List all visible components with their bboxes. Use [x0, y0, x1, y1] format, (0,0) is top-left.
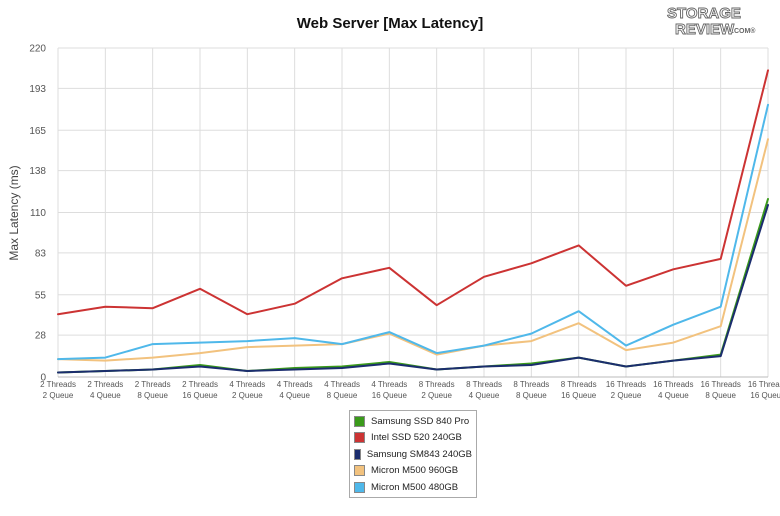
y-tick-label: 83	[35, 248, 47, 259]
x-tick-label-line: 4 Threads	[371, 380, 407, 389]
x-tick-label-line: 16 Threads	[606, 380, 646, 389]
x-tick-label: 4 Threads 4 Queue	[277, 380, 313, 400]
series-lines	[57, 69, 769, 374]
x-tick-label-line: 16 Queue	[750, 391, 780, 400]
legend-item: Samsung SM843 240GB	[354, 446, 472, 463]
legend-label: Samsung SM843 240GB	[366, 448, 472, 460]
legend: Samsung SSD 840 Pro Intel SSD 520 240GB …	[349, 410, 477, 498]
x-tick-label-line: 2 Threads	[87, 380, 123, 389]
y-tick-label: 165	[29, 126, 46, 137]
storagereview-logo: STORAGE REVIEW .COM®	[667, 5, 757, 39]
x-tick-label-line: 2 Threads	[40, 380, 76, 389]
x-tick-label-line: 4 Threads	[277, 380, 313, 389]
x-tick-label-line: 8 Queue	[516, 391, 547, 400]
x-tick-label-line: 16 Queue	[561, 391, 597, 400]
legend-item: Micron M500 960GB	[354, 463, 472, 480]
x-tick-label-line: 16 Threads	[748, 380, 780, 389]
grid-lines	[57, 47, 769, 378]
legend-item: Intel SSD 520 240GB	[354, 430, 472, 447]
y-tick-labels: 0 28 55 83 110 138 165 193 220	[29, 44, 46, 384]
series-line-1	[57, 69, 769, 316]
y-tick-label: 193	[29, 84, 46, 95]
series-line-4	[57, 103, 769, 361]
y-axis-label: Max Latency (ms)	[7, 165, 21, 260]
x-tick-label-line: 2 Queue	[611, 391, 642, 400]
legend-item: Micron M500 480GB	[354, 479, 472, 496]
x-tick-label: 2 Threads 8 Queue	[135, 380, 171, 400]
legend-swatch	[354, 448, 361, 460]
x-tick-label-line: 2 Queue	[232, 391, 263, 400]
x-tick-label: 8 Threads 8 Queue	[513, 380, 549, 400]
legend-swatch	[354, 415, 365, 427]
legend-item: Samsung SSD 840 Pro	[354, 413, 472, 430]
x-tick-label: 8 Threads 2 Queue	[419, 380, 455, 400]
y-tick-label: 220	[29, 44, 46, 55]
logo-line-1: STORAGE	[667, 5, 741, 22]
x-tick-label: 8 Threads 4 Queue	[466, 380, 502, 400]
x-tick-label-line: 2 Queue	[43, 391, 74, 400]
x-tick-label-line: 2 Threads	[135, 380, 171, 389]
x-tick-label-line: 8 Queue	[327, 391, 358, 400]
y-tick-label: 0	[40, 373, 46, 384]
x-tick-label-line: 8 Threads	[419, 380, 455, 389]
x-tick-label-line: 16 Threads	[701, 380, 741, 389]
x-tick-label-line: 8 Queue	[705, 391, 736, 400]
legend-label: Intel SSD 520 240GB	[371, 432, 462, 444]
x-tick-label: 8 Threads 16 Queue	[561, 380, 597, 400]
series-line-2	[57, 204, 769, 374]
x-tick-label-line: 16 Threads	[653, 380, 693, 389]
y-tick-label: 110	[30, 208, 46, 219]
y-tick-label: 28	[35, 331, 47, 342]
x-tick-label-line: 4 Queue	[658, 391, 689, 400]
x-tick-label: 4 Threads 8 Queue	[324, 380, 360, 400]
legend-label: Micron M500 480GB	[371, 481, 459, 493]
logo-suffix: .COM®	[732, 27, 756, 35]
x-tick-label-line: 16 Queue	[182, 391, 218, 400]
x-tick-label-line: 8 Threads	[561, 380, 597, 389]
x-tick-label-line: 16 Queue	[372, 391, 408, 400]
x-tick-label: 2 Threads 16 Queue	[182, 380, 218, 400]
x-tick-label-line: 4 Queue	[90, 391, 121, 400]
x-tick-label: 2 Threads 2 Queue	[40, 380, 76, 400]
legend-label: Samsung SSD 840 Pro	[371, 415, 470, 427]
x-tick-label-line: 4 Queue	[469, 391, 500, 400]
x-tick-label: 4 Threads 16 Queue	[371, 380, 407, 400]
x-tick-label: 16 Threads 4 Queue	[653, 380, 693, 400]
x-tick-label-line: 4 Threads	[324, 380, 360, 389]
x-tick-label: 2 Threads 4 Queue	[87, 380, 123, 400]
x-tick-label-line: 2 Queue	[421, 391, 452, 400]
x-tick-label-line: 4 Queue	[279, 391, 310, 400]
x-tick-label-line: 8 Threads	[513, 380, 549, 389]
x-tick-label: 16 Threads 16 Queue	[748, 380, 780, 400]
x-tick-label-line: 8 Threads	[466, 380, 502, 389]
y-tick-label: 55	[35, 290, 47, 301]
y-tick-label: 138	[29, 166, 46, 177]
legend-swatch	[354, 481, 365, 493]
x-tick-label-line: 8 Queue	[137, 391, 168, 400]
x-tick-label: 4 Threads 2 Queue	[229, 380, 265, 400]
legend-swatch	[354, 432, 365, 444]
x-tick-label-line: 2 Threads	[182, 380, 218, 389]
series-line-3	[57, 138, 769, 362]
legend-label: Micron M500 960GB	[371, 465, 459, 477]
logo-line-2: REVIEW	[675, 21, 735, 38]
x-tick-label-line: 4 Threads	[229, 380, 265, 389]
x-tick-label: 16 Threads 8 Queue	[701, 380, 741, 400]
chart-title: Web Server [Max Latency]	[297, 15, 483, 32]
x-tick-label: 16 Threads 2 Queue	[606, 380, 646, 400]
legend-swatch	[354, 465, 365, 477]
